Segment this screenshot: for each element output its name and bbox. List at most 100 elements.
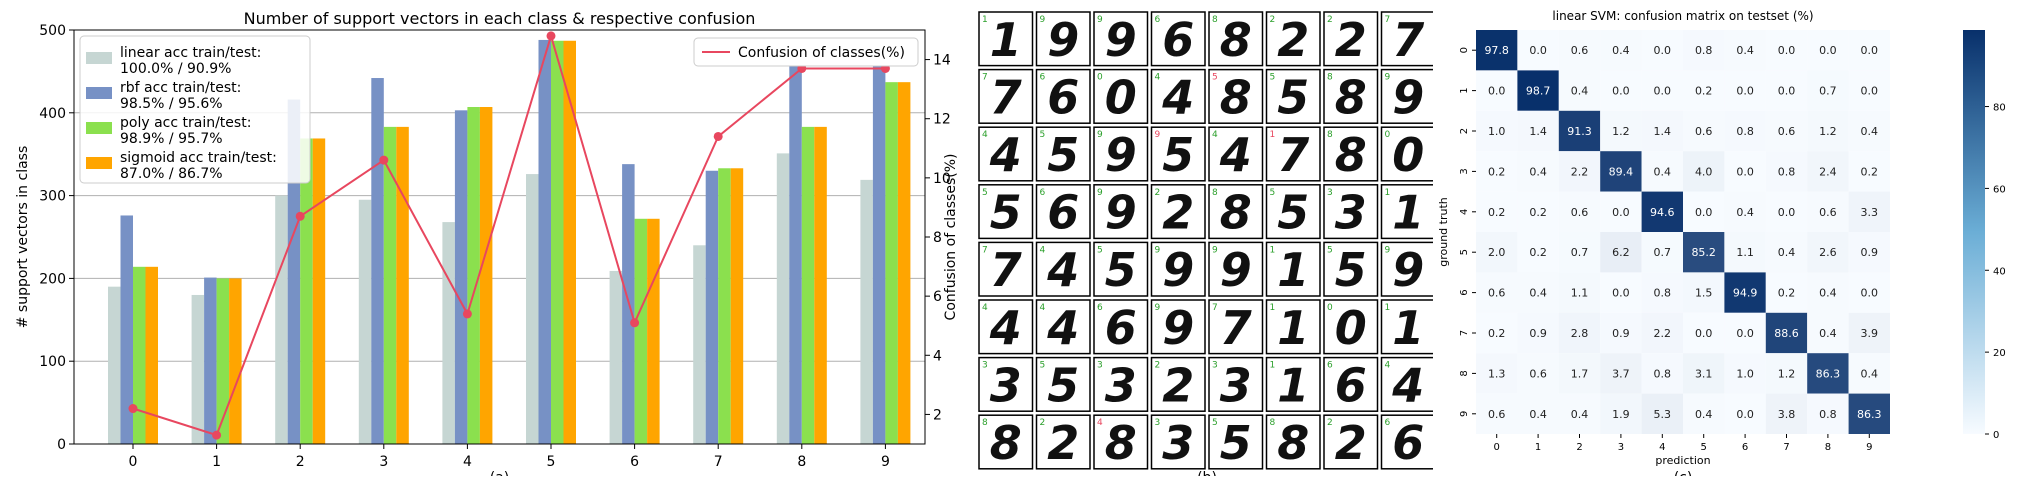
heatmap-cell: 0.2 (1476, 151, 1518, 192)
cell-value: 1.1 (1571, 287, 1589, 300)
cell-value: 0.8 (1654, 367, 1672, 380)
cell-value: 5.3 (1654, 408, 1672, 421)
cell-value: 0.0 (1736, 327, 1754, 340)
line-legend: Confusion of classes(%) (693, 37, 919, 67)
cell-value: 85.2 (1691, 246, 1716, 259)
cell (1683, 191, 1725, 232)
y-tick-label: 500 (39, 23, 66, 39)
cell-value: 0.0 (1612, 206, 1630, 219)
handwritten-digit: 9 (1105, 13, 1137, 67)
cell-value: 0.4 (1571, 85, 1589, 98)
heatmap-cell: 2.6 (1807, 232, 1849, 273)
x-tick-label: 4 (463, 454, 472, 470)
bar (454, 110, 468, 444)
cell (1683, 312, 1725, 354)
cell (1558, 191, 1601, 232)
heatmap-cell: 86.3 (1848, 393, 1890, 434)
x-tick-label: 4 (1659, 442, 1665, 453)
handwritten-digit: 1 (1392, 301, 1424, 355)
bar (538, 39, 551, 444)
cell (1558, 232, 1601, 273)
predicted-label: 4 (1385, 361, 1391, 371)
cell (1683, 353, 1725, 394)
bar (789, 50, 802, 444)
heatmap-cell: 0.0 (1641, 70, 1683, 111)
cell-frame (1323, 11, 1379, 67)
cell-value: 0.9 (1529, 327, 1547, 340)
heatmap-cell: 0.0 (1683, 312, 1725, 354)
handwritten-digit: 7 (1277, 128, 1309, 182)
cell-value: 0.7 (1654, 246, 1672, 259)
cell-value: 0.2 (1529, 246, 1547, 259)
panel-caption: (a) (490, 470, 510, 476)
cell (1683, 393, 1725, 434)
cell-value: 0.0 (1736, 165, 1754, 178)
heatmap-cell: 1.4 (1641, 110, 1683, 152)
predicted-label: 9 (1040, 15, 1046, 25)
bar (872, 50, 886, 444)
predicted-label: 8 (1212, 188, 1218, 198)
cell-frame (978, 356, 1034, 412)
predicted-label: 8 (1327, 73, 1333, 83)
heatmap-cell: 1.2 (1600, 110, 1642, 152)
cell (1476, 70, 1518, 111)
heatmap-cell: 0.6 (1558, 191, 1601, 232)
cell-value: 0.4 (1819, 287, 1837, 300)
x-tick-label: 9 (1866, 442, 1872, 453)
handwritten-digit: 9 (1105, 186, 1137, 240)
cell (1765, 232, 1808, 273)
y2-tick-label: 12 (933, 112, 951, 128)
digit-samples-grid: 1 1 9 9 9 9 6 6 8 8 2 2 2 2 7 77 7 6 6 0 0 4 4 5 8 5 5 8 8 9 94 4 5 5 9 9 9 5… (978, 11, 1436, 480)
y-axis-label: ground truth (1437, 197, 1450, 267)
cell (1517, 191, 1559, 232)
cell (1724, 30, 1766, 71)
predicted-label: 4 (1212, 130, 1218, 140)
predicted-label: 2 (1327, 15, 1333, 25)
heatmap-cell: 88.6 (1765, 312, 1808, 354)
bar (885, 82, 898, 444)
handwritten-digit: 1 (1277, 243, 1309, 297)
legend-box (693, 37, 919, 67)
cell-frame (1093, 184, 1149, 240)
heatmap-cell: 0.2 (1683, 70, 1725, 111)
cell (1765, 151, 1808, 192)
x-tick-label: 1 (1535, 442, 1541, 453)
handwritten-digit: 9 (1392, 243, 1424, 297)
predicted-label: 4 (1040, 245, 1046, 255)
cell-value: 0.4 (1695, 408, 1713, 421)
legend-label: 98.9% / 95.7% (120, 131, 223, 147)
cell-value: 4.0 (1695, 165, 1713, 178)
heatmap-cell: 0.2 (1476, 312, 1518, 354)
cell-value: 98.7 (1526, 85, 1551, 98)
cell-value: 0.6 (1819, 206, 1837, 219)
cell-frame (978, 126, 1034, 182)
y-tick-label: 7 (1459, 330, 1470, 336)
cell (1807, 232, 1849, 273)
heatmap-cell: 1.0 (1724, 353, 1766, 394)
predicted-label: 1 (1270, 130, 1276, 140)
cell-frame (1035, 11, 1091, 67)
cell-value: 0.0 (1654, 44, 1672, 57)
cell (1517, 110, 1559, 152)
heatmap-cell: 0.0 (1600, 191, 1642, 232)
x-tick-label: 1 (212, 454, 221, 470)
cell-value: 0.0 (1819, 44, 1837, 57)
heatmap-cell: 3.8 (1765, 393, 1808, 434)
panel-caption: (c) (1674, 470, 1693, 476)
x-tick-label: 8 (797, 454, 806, 470)
handwritten-digit: 8 (1277, 416, 1309, 470)
cell-value: 0.7 (1571, 246, 1589, 259)
heatmap-cell: 2.4 (1807, 151, 1849, 192)
cell-value: 0.4 (1861, 367, 1879, 380)
cell-value: 94.6 (1650, 206, 1675, 219)
